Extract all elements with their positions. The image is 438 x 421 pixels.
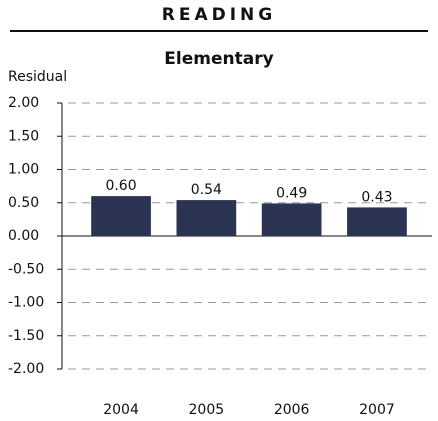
bar: [261, 203, 322, 236]
value-label: 0.49: [276, 185, 307, 201]
section-header: READING: [162, 5, 276, 25]
bar: [347, 207, 407, 236]
y-tick-label: -2.00: [8, 361, 44, 377]
bar: [91, 196, 151, 236]
value-label: 0.54: [191, 182, 222, 198]
y-tick-label: 0.00: [8, 228, 39, 244]
y-tick-label: 2.00: [8, 95, 39, 111]
value-label: 0.60: [105, 178, 136, 194]
x-tick-label: 2006: [274, 402, 310, 418]
y-tick-label: 1.00: [8, 162, 39, 178]
x-tick-label: 2007: [359, 402, 395, 418]
y-tick-label: -1.50: [8, 328, 44, 344]
chart-title: Elementary: [164, 49, 273, 69]
y-tick-label: -1.00: [8, 295, 44, 311]
x-tick-label: 2005: [189, 402, 225, 418]
bar: [176, 200, 237, 236]
y-tick-label: 0.50: [8, 195, 39, 211]
x-tick-label: 2004: [103, 402, 139, 418]
y-tick-label: 1.50: [8, 128, 39, 144]
y-tick-label: -0.50: [8, 261, 44, 277]
value-label: 0.43: [361, 189, 392, 205]
y-axis-label: Residual: [8, 69, 67, 85]
